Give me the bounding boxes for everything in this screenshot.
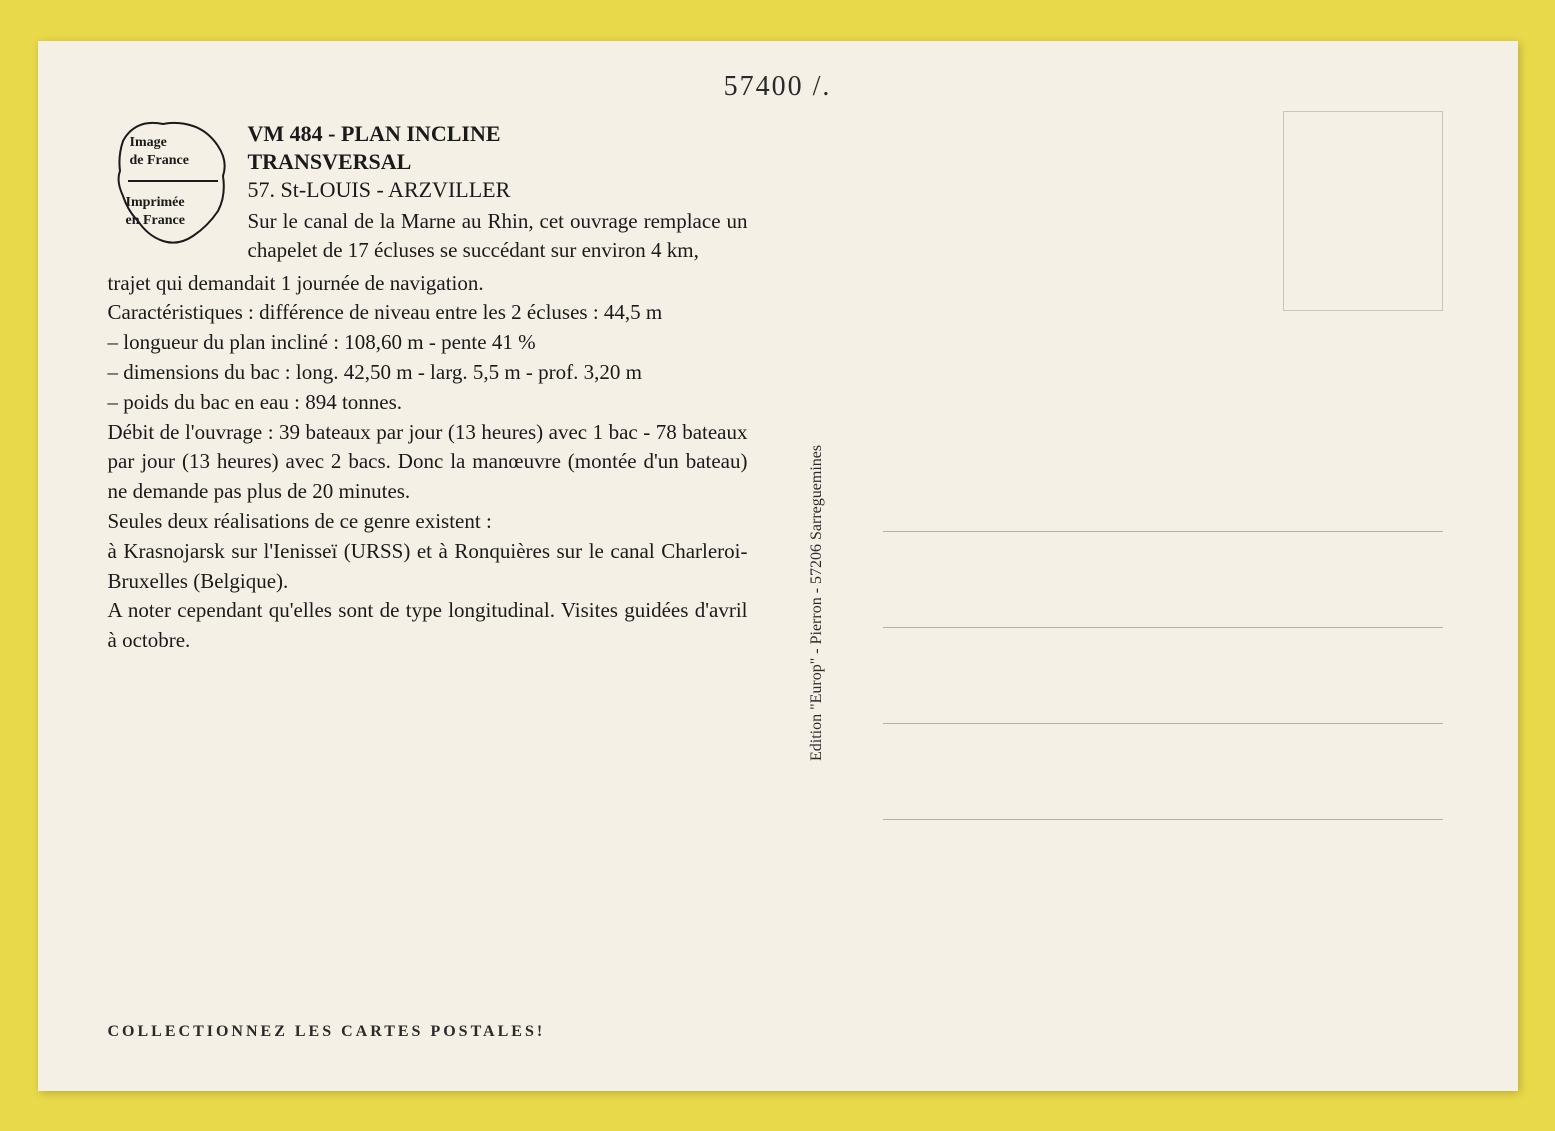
logo-text-top: Image de France bbox=[130, 134, 189, 170]
body-p3: Débit de l'ouvrage : 39 bateaux par jour… bbox=[108, 418, 748, 507]
spec-item-length: – longueur du plan incliné : 108,60 m - … bbox=[108, 328, 748, 358]
logo-text-bottom: Imprimée en France bbox=[126, 194, 185, 230]
stamp-placeholder bbox=[1283, 111, 1443, 311]
handwritten-annotation: 57400 /. bbox=[724, 71, 832, 103]
address-line-3 bbox=[883, 723, 1443, 724]
intro-paragraph: Sur le canal de la Marne au Rhin, cet ou… bbox=[248, 207, 748, 267]
address-line-1 bbox=[883, 531, 1443, 532]
body-p2: Caractéristiques : différence de niveau … bbox=[108, 298, 748, 328]
spec-item-dimensions: – dimensions du bac : long. 42,50 m - la… bbox=[108, 358, 748, 388]
postcard: 57400 /. Image de France Imprimée en Fra… bbox=[38, 41, 1518, 1091]
header-block: VM 484 - PLAN INCLINE TRANSVERSAL 57. St… bbox=[248, 121, 748, 267]
logo-line1: Image bbox=[130, 135, 167, 150]
address-area bbox=[883, 531, 1443, 915]
body-p4: Seules deux réalisations de ce genre exi… bbox=[108, 507, 748, 537]
publisher-credit: Edition "Europ" - Pierron - 57206 Sarreg… bbox=[808, 444, 826, 760]
footer-slogan: COLLECTIONNEZ LES CARTES POSTALES! bbox=[108, 1023, 546, 1041]
address-line-2 bbox=[883, 627, 1443, 628]
spec-item-weight: – poids du bac en eau : 894 tonnes. bbox=[108, 388, 748, 418]
title-reference: VM 484 - PLAN INCLINE bbox=[248, 121, 748, 147]
address-line-4 bbox=[883, 819, 1443, 820]
france-outline-logo: Image de France Imprimée en France bbox=[108, 116, 238, 256]
body-p6: A noter cependant qu'elles sont de type … bbox=[108, 596, 748, 656]
body-p1: trajet qui demandait 1 journée de naviga… bbox=[108, 269, 748, 299]
title-location: 57. St-LOUIS - ARZVILLER bbox=[248, 177, 748, 203]
logo-line2: de France bbox=[130, 153, 189, 168]
logo-line3: Imprimée bbox=[126, 195, 185, 210]
logo-line4: en France bbox=[126, 213, 185, 228]
body-block: trajet qui demandait 1 journée de naviga… bbox=[108, 269, 748, 657]
body-p5: à Krasnojarsk sur l'Ienisseï (URSS) et à… bbox=[108, 537, 748, 597]
title-transversal: TRANSVERSAL bbox=[248, 149, 748, 175]
